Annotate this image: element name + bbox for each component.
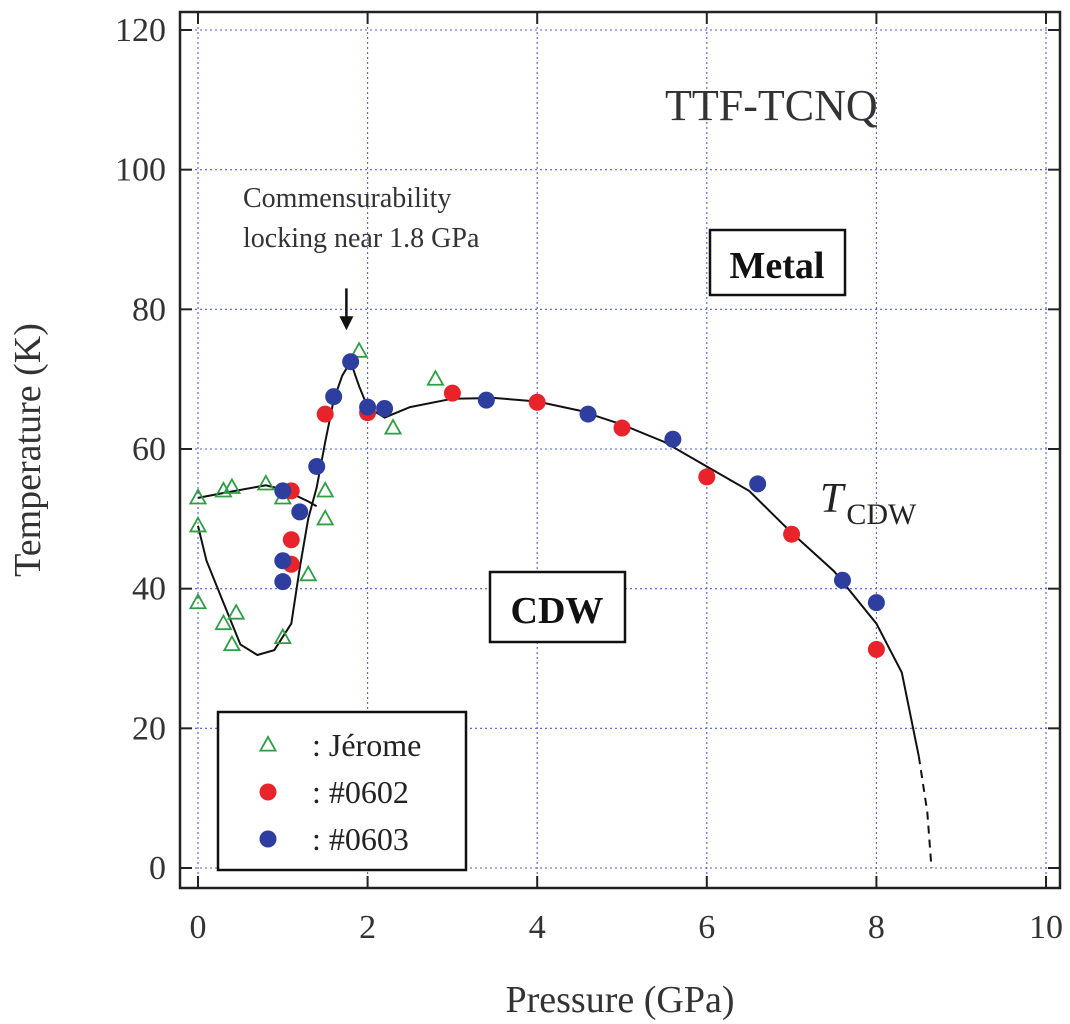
point-jrome	[426, 369, 445, 386]
metal-label-box	[708, 228, 847, 297]
cdw-label: CDW	[511, 590, 604, 632]
point-jrome	[222, 634, 242, 652]
x-tick-label: 4	[529, 909, 546, 946]
point-jrome	[214, 613, 233, 631]
legend-label: : Jérome	[312, 727, 421, 763]
y-tick-label: 80	[132, 291, 166, 328]
point-jrome	[227, 603, 246, 620]
point-0603	[308, 457, 326, 475]
y-tick-label: 120	[115, 12, 166, 49]
point-jrome	[316, 508, 335, 526]
point-jrome	[256, 474, 275, 491]
y-tick-label: 60	[132, 431, 166, 468]
y-tick-label: 0	[149, 850, 166, 887]
annotation-arrow	[339, 288, 354, 331]
point-jrome	[188, 488, 208, 505]
point-jrome	[349, 341, 369, 358]
point-0603	[359, 398, 377, 416]
x-tick-label: 8	[868, 909, 885, 946]
annotation-line-2: locking near 1.8 GPa	[243, 223, 480, 254]
point-0603	[274, 552, 292, 570]
legend-box	[216, 710, 468, 872]
cdw-label-box	[488, 570, 627, 644]
point-jrome	[188, 592, 208, 610]
point-0603	[579, 405, 597, 423]
metal-label: Metal	[730, 245, 825, 287]
arrow-head	[339, 316, 354, 331]
point-0603	[833, 571, 851, 589]
point-jrome	[316, 481, 335, 498]
point-jrome	[299, 564, 318, 582]
legend-label: : #0603	[312, 821, 409, 857]
legend-marker-2	[259, 830, 277, 848]
legend: : Jérome : #0602 : #0603	[216, 710, 468, 872]
y-tick-label: 40	[132, 571, 166, 608]
data-points	[188, 341, 885, 658]
point-0603	[291, 503, 309, 521]
x-tick-label: 6	[698, 909, 715, 946]
tcdw-label-sub: CDW	[846, 498, 917, 531]
x-axis-label: Pressure (GPa)	[505, 979, 734, 1021]
y-tick-label: 20	[132, 710, 166, 747]
phase-boundary-upper	[197, 484, 318, 508]
point-jrome	[273, 627, 292, 645]
point-0603	[477, 391, 495, 409]
point-0602	[867, 640, 885, 658]
point-jrome	[383, 418, 403, 435]
point-0603	[325, 388, 343, 406]
point-0603	[274, 482, 292, 500]
point-0603	[664, 430, 682, 448]
x-tick-label: 10	[1029, 909, 1063, 946]
x-tick-label: 2	[359, 909, 376, 946]
point-0603	[749, 475, 767, 493]
y-axis-label: Temperature (K)	[7, 323, 49, 577]
point-0602	[528, 393, 546, 411]
x-tick-label: 0	[190, 909, 207, 946]
legend-marker-0	[258, 735, 278, 752]
point-jrome	[188, 515, 208, 533]
phase-boundary-main	[197, 359, 920, 757]
point-0603	[274, 573, 292, 591]
point-0602	[282, 531, 300, 549]
legend-label: : #0602	[312, 774, 409, 810]
point-jrome	[214, 481, 233, 498]
point-0602	[316, 405, 334, 423]
point-0602	[698, 468, 716, 486]
phase-boundary-extrapolation	[917, 756, 933, 869]
point-0603	[342, 353, 360, 371]
point-0602	[783, 525, 801, 543]
point-0602	[443, 384, 461, 402]
point-0603	[867, 594, 885, 612]
y-tick-label: 100	[115, 152, 166, 189]
axis-ticks	[180, 12, 1060, 888]
legend-marker-1	[259, 783, 277, 801]
point-0603	[376, 399, 394, 417]
tcdw-label: T CDW	[820, 476, 917, 531]
tcdw-label-main: T	[820, 476, 846, 522]
chart-title: TTF-TCNQ	[665, 81, 878, 130]
point-0602	[613, 419, 631, 437]
annotation-line-1: Commensurability	[243, 183, 451, 214]
point-jrome	[222, 477, 242, 494]
